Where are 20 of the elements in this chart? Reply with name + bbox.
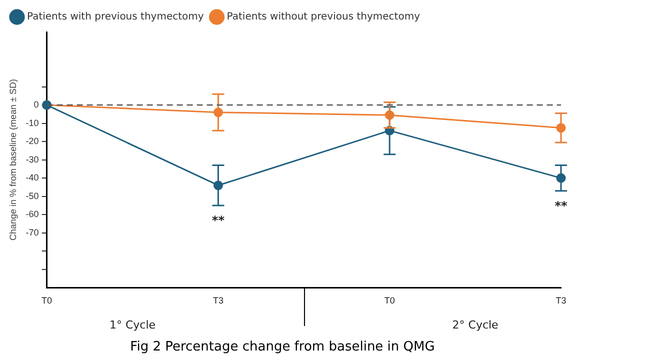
legend-label: Patients with previous thymectomy (27, 12, 204, 23)
legend-label: Patients without previous thymectomy (226, 12, 420, 23)
text: Fig 2 Percentage change from baseline in QMG (130, 340, 435, 355)
y-tick-label: -50 (26, 190, 39, 201)
y-tick-label: -10 (26, 118, 39, 128)
x-tick-label: T3 (556, 295, 566, 306)
text: 2° Cycle (452, 318, 499, 332)
y-tick-label: -20 (26, 136, 39, 146)
y-tick-label: -30 (26, 154, 39, 164)
x-tick-label: T0 (42, 295, 52, 306)
y-tick-label: -60 (26, 209, 39, 220)
y-axis-title: Change in % from baseline (mean ± SD) (8, 79, 18, 241)
annotation: ** (212, 214, 226, 228)
x-tick-label: T3 (212, 295, 224, 306)
x-tick-label: T0 (384, 295, 395, 306)
y-tick-label: 0 (34, 100, 39, 110)
text: 1° Cycle (109, 318, 156, 332)
annotation: ** (554, 198, 568, 213)
y-tick-label: -40 (26, 172, 39, 183)
y-tick-label: -70 (26, 227, 39, 238)
